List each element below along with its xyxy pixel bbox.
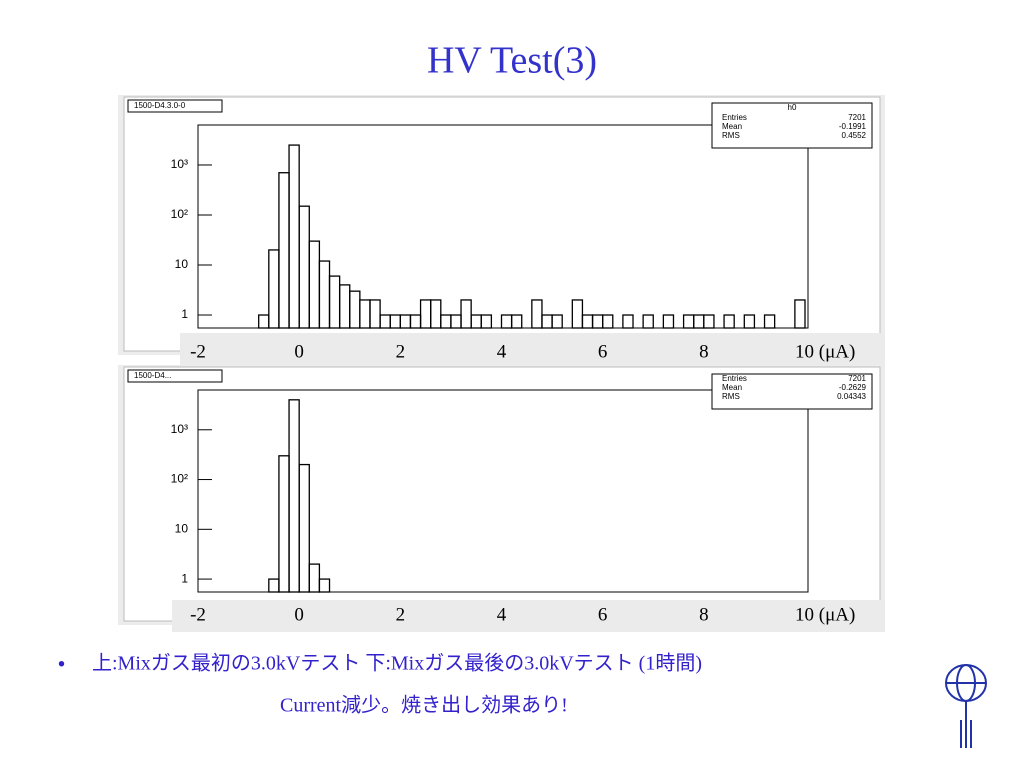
x-tick-label: 4 (497, 341, 507, 362)
x-tick-label: 8 (699, 604, 709, 625)
histogram-bar (602, 314, 614, 329)
histogram-bar (703, 314, 715, 329)
histogram-label: 1500-D4... (134, 371, 171, 380)
stats-title: h0 (788, 103, 797, 112)
x-tick-label: -2 (190, 341, 206, 362)
plot-frame (197, 389, 809, 593)
x-tick-label: 10 (μA) (795, 604, 855, 625)
histogram-bar (622, 314, 634, 329)
histogram-bar (298, 463, 310, 593)
y-tick-label: 1 (181, 307, 188, 321)
histogram-bar (763, 314, 776, 329)
label-box (127, 369, 223, 383)
histogram-bar (318, 578, 331, 593)
axis-band (172, 600, 885, 632)
y-tick-label: 10³ (171, 157, 188, 171)
stats-key: Mean (722, 383, 742, 392)
slide-title: HV Test(3) (427, 40, 597, 82)
stats-value: 0.4552 (842, 131, 867, 140)
x-tick-label: 2 (396, 341, 406, 362)
histogram-label: 1500-D4.3.0-0 (134, 101, 186, 110)
histogram-bar (642, 314, 654, 329)
stats-key: Mean (722, 122, 742, 131)
x-tick-label: 6 (598, 604, 608, 625)
histogram-bar (794, 299, 806, 329)
bullet-text: 上:Mixガス最初の3.0kVテスト 下:Mixガス最後の3.0kVテスト (1… (92, 652, 702, 675)
stats-key: RMS (722, 392, 740, 401)
stats-key: Entries (722, 113, 747, 122)
histogram-bar (571, 299, 584, 329)
bullet-dot: • (58, 653, 65, 675)
x-tick-label: 0 (294, 341, 304, 362)
y-tick-label: 10 (175, 521, 189, 535)
stats-value: 7201 (848, 113, 866, 122)
histogram-bar (430, 299, 442, 329)
label-box (127, 99, 223, 113)
stats-value: -0.1991 (839, 122, 867, 131)
stats-key: RMS (722, 131, 740, 140)
histogram-panel: 1 10 10² 10³ 1500-D4.3.0-0 h0 Entries 7201 Mean -… (118, 95, 885, 373)
logo (945, 664, 987, 748)
y-tick-label: 1 (181, 571, 188, 585)
x-tick-label: 10 (μA) (795, 341, 855, 362)
histogram-bar (662, 314, 675, 329)
stats-value: 0.04343 (837, 392, 866, 401)
y-tick-label: 10² (171, 207, 188, 221)
histogram-bar (551, 314, 563, 329)
stats-box (711, 373, 873, 410)
histogram-bar (723, 314, 735, 329)
x-tick-label: 2 (396, 604, 406, 625)
x-tick-label: 6 (598, 341, 608, 362)
y-tick-label: 10³ (171, 422, 188, 436)
x-tick-label: 8 (699, 341, 709, 362)
x-tick-label: -2 (190, 604, 206, 625)
x-tick-label: 0 (294, 604, 304, 625)
histogram-bar (308, 563, 321, 593)
stats-value: 7201 (848, 374, 866, 383)
stats-box (711, 102, 873, 149)
y-tick-label: 10² (171, 472, 188, 486)
bullet-text: Current減少。焼き出し効果あり! (280, 694, 568, 717)
x-tick-label: 4 (497, 604, 507, 625)
histogram-bar (460, 299, 472, 329)
histogram-bar (743, 314, 756, 329)
histogram-bar (531, 299, 543, 329)
y-tick-label: 10 (175, 257, 189, 271)
stats-key: Entries (722, 374, 747, 383)
histogram-bar (510, 314, 523, 329)
histogram-bar (369, 299, 381, 329)
stats-value: -0.2629 (839, 383, 867, 392)
histogram-bar (480, 314, 493, 329)
histogram-panel: 1 10 10² 10³ 1500-D4... Entries 7201 Mean -0.262… (118, 365, 885, 632)
